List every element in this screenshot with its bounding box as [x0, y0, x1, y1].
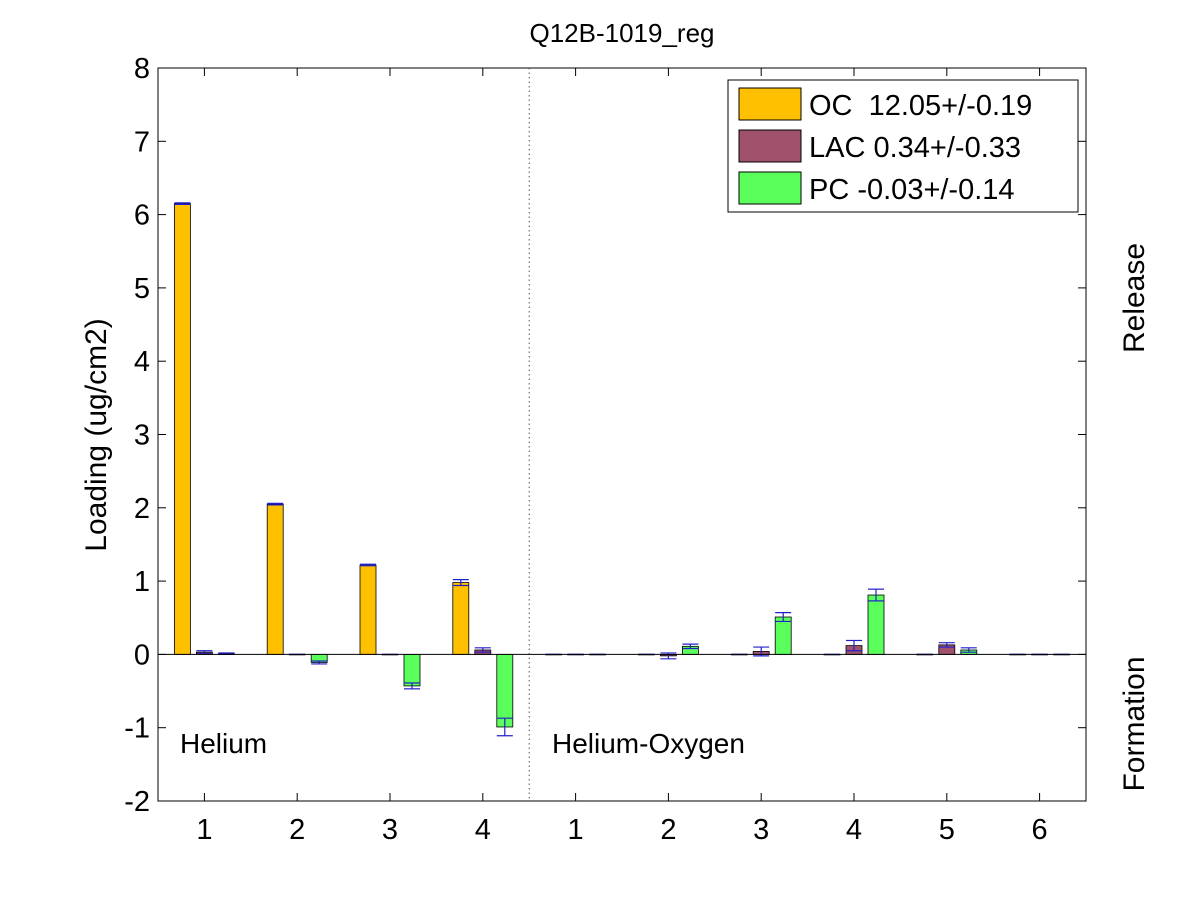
y-tick-label: 6 [134, 200, 150, 232]
y-axis-label: Loading (ug/cm2) [80, 318, 113, 551]
legend-label: PC -0.03+/-0.14 [809, 174, 1015, 206]
x-tick-label: 1 [196, 814, 212, 846]
bar-1 [359, 564, 377, 655]
region-label-helium-oxygen: Helium-Oxygen [552, 728, 745, 759]
legend-swatch [738, 171, 802, 205]
x-tick-label: 6 [1032, 814, 1048, 846]
legend-swatch [738, 87, 802, 121]
y-tick-label: 0 [134, 639, 150, 671]
y-tick-label: 5 [134, 273, 150, 305]
bar-1 [266, 503, 284, 655]
legend-label: OC 12.05+/-0.19 [809, 90, 1032, 122]
x-tick-label: 3 [753, 814, 769, 846]
bar-3 [867, 594, 885, 655]
x-tick-label: 2 [660, 814, 676, 846]
x-tick-label: 4 [846, 814, 862, 846]
x-tick-label: 5 [939, 814, 955, 846]
chart-title: Q12B-1019_reg [529, 18, 714, 48]
bar-3 [496, 654, 514, 728]
x-tick-label: 1 [568, 814, 584, 846]
y-tick-label: -2 [124, 786, 150, 818]
x-tick-label: 3 [382, 814, 398, 846]
x-tick-label: 4 [475, 814, 491, 846]
right-label-release: Release [1118, 243, 1151, 353]
bar-3 [403, 654, 421, 687]
right-label-formation: Formation [1118, 656, 1151, 791]
bar-1 [452, 582, 470, 655]
y-tick-label: 3 [134, 420, 150, 452]
x-tick-label: 2 [289, 814, 305, 846]
y-tick-label: 4 [134, 346, 150, 378]
bar-1 [173, 203, 191, 655]
y-tick-label: 1 [134, 566, 150, 598]
legend-label: LAC 0.34+/-0.33 [809, 132, 1021, 164]
region-label-helium: Helium [180, 728, 267, 759]
y-tick-label: 2 [134, 493, 150, 525]
bar-3 [774, 616, 792, 655]
y-tick-label: 7 [134, 126, 150, 158]
y-tick-label: 8 [134, 53, 150, 85]
y-tick-label: -1 [124, 713, 150, 745]
legend-swatch [738, 129, 802, 163]
